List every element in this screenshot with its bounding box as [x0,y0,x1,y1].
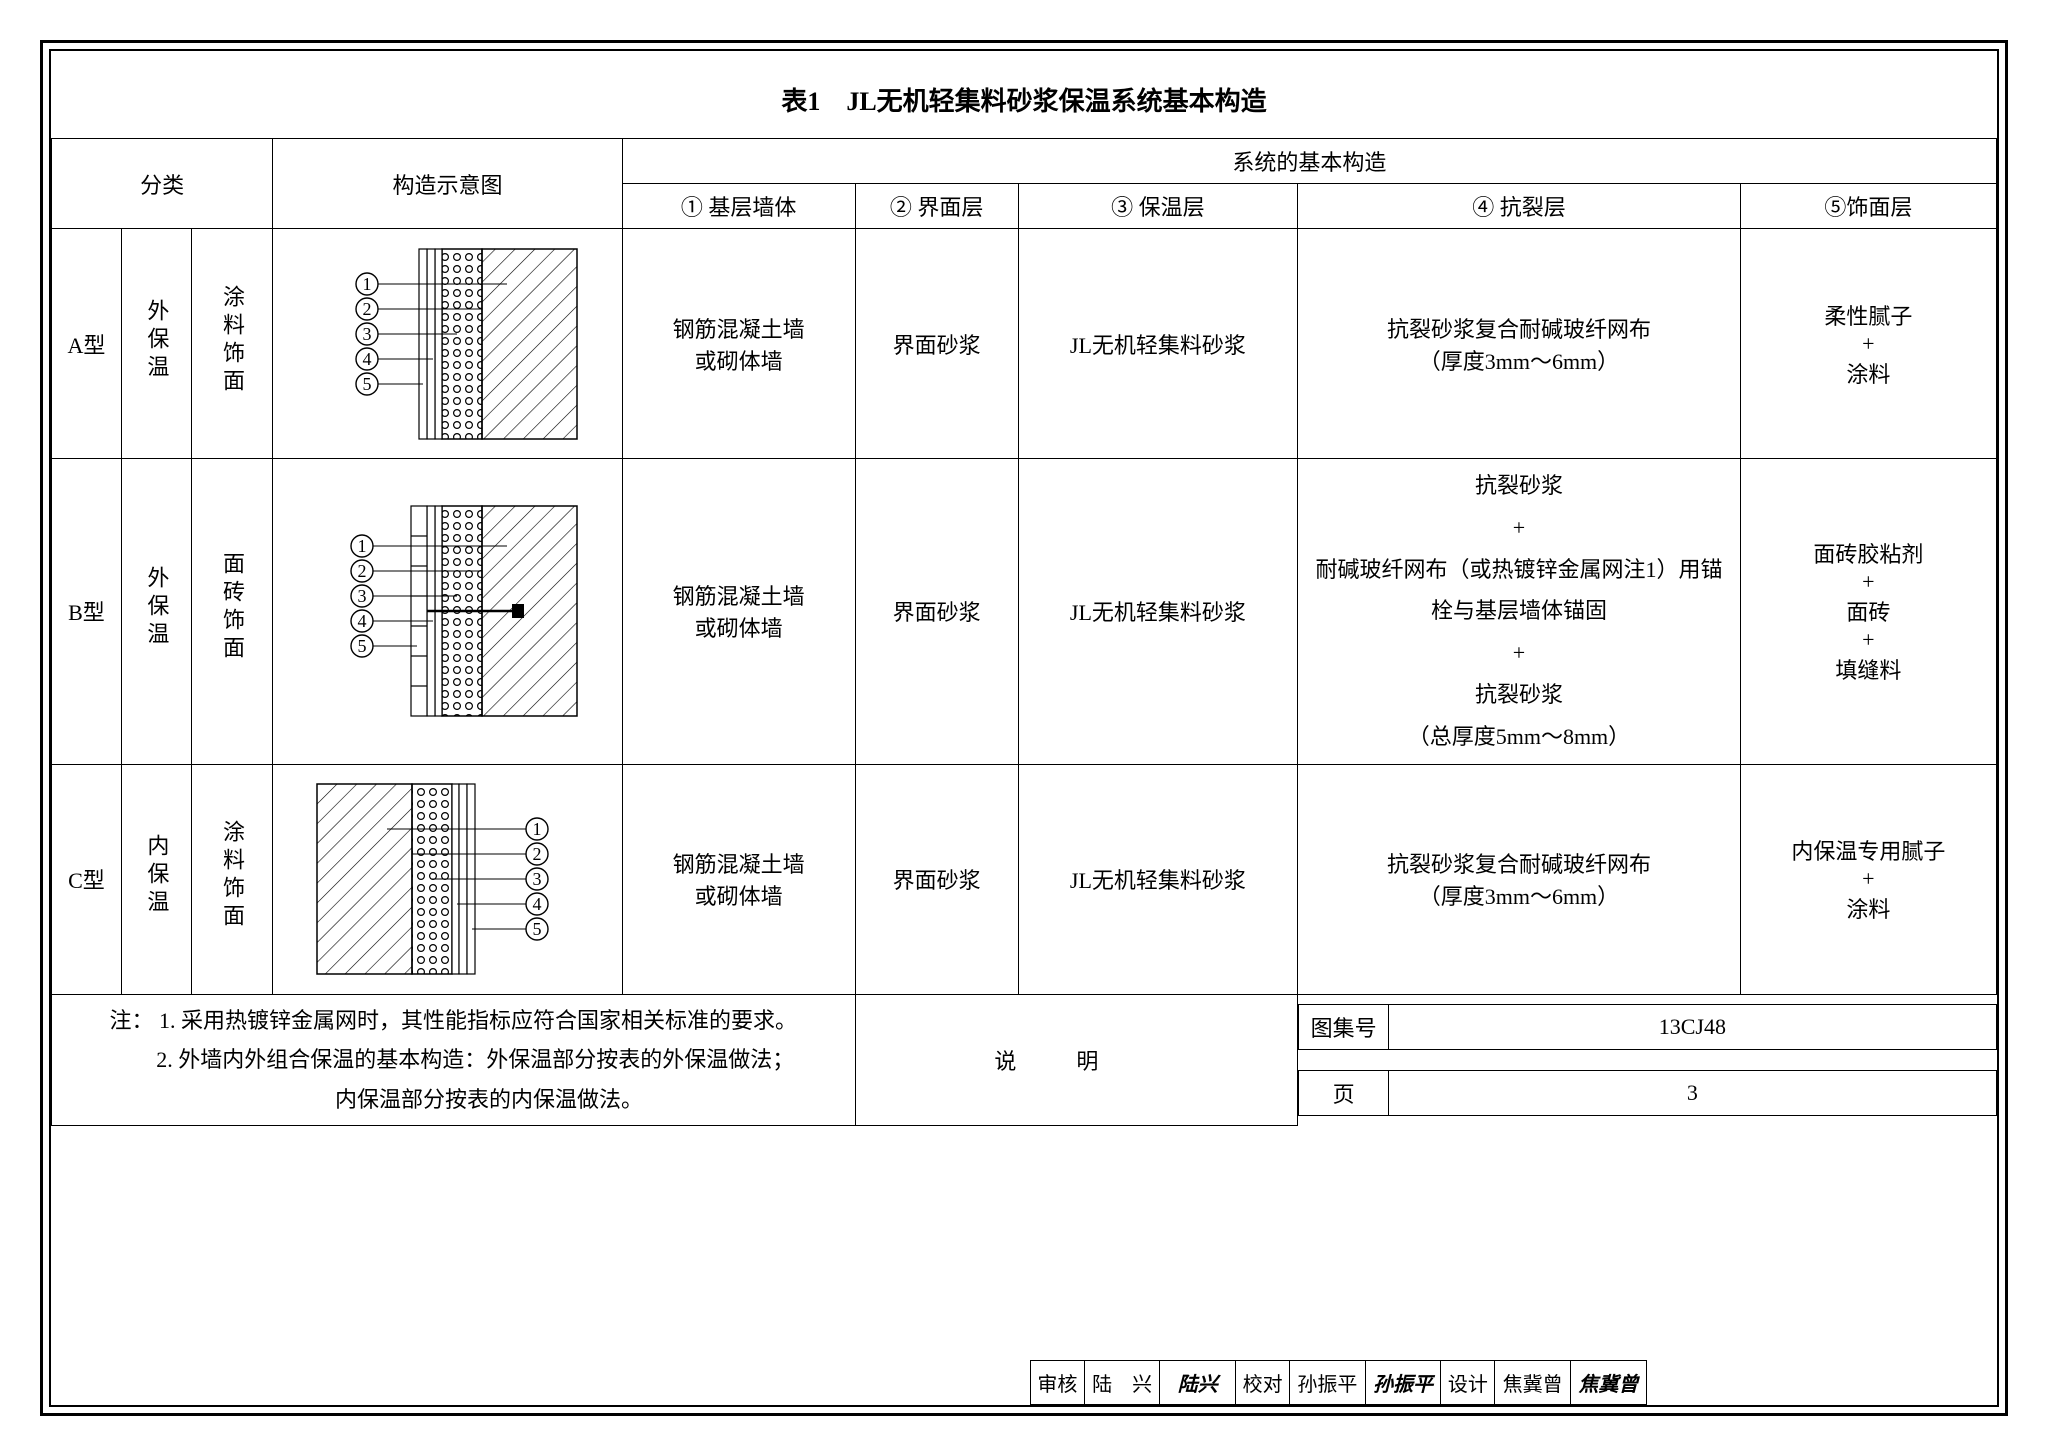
svg-text:2: 2 [363,299,372,319]
sheji-sig: 焦冀曾 [1571,1361,1647,1405]
row-type: C型 [52,764,122,994]
note-3: 内保温部分按表的内保温做法。 [308,1087,644,1112]
cell-c4: 抗裂砂浆复合耐碱玻纤网布（厚度3mm～6mm） [1298,229,1741,459]
table-row: B型 外保温 面砖饰面 1 2 3 4 5 [52,459,1997,765]
cell-c2: 界面砂浆 [855,764,1018,994]
note-2: 2. 外墙内外组合保温的基本构造：外保温部分按表的外保温做法； [156,1047,794,1072]
h-c4: ④ 抗裂层 [1298,184,1741,229]
cell-c3: JL无机轻集料砂浆 [1018,459,1298,765]
shenhe-sig: 陆兴 [1160,1361,1236,1405]
header-row-1: 分类 构造示意图 系统的基本构造 [52,139,1997,184]
row-pos: 外保温 [121,459,191,765]
row-pos: 外保温 [121,229,191,459]
diagram-b: 1 2 3 4 5 [273,459,622,765]
shuoming: 说明 [855,994,1298,1126]
svg-text:1: 1 [533,819,542,839]
cell-c5: 内保温专用腻子+涂料 [1740,764,1996,994]
diagram-c: 1 2 3 4 5 [273,764,622,994]
cell-c1: 钢筋混凝土墙或砌体墙 [622,229,855,459]
table-title: 表1 JL无机轻集料砂浆保温系统基本构造 [51,51,1997,138]
h-c2: ② 界面层 [855,184,1018,229]
svg-text:3: 3 [358,586,367,606]
title-block2: 页 3 [1298,1070,1996,1116]
table-row: A型 外保温 涂料饰面 1 2 3 [52,229,1997,459]
tuji-label: 图集号 [1299,1005,1389,1050]
footer-row: 注： 1. 采用热镀锌金属网时，其性能指标应符合国家相关标准的要求。 2. 外墙… [52,994,1997,1060]
jiaodui-sig: 孙振平 [1365,1361,1441,1405]
note-1: 1. 采用热镀锌金属网时，其性能指标应符合国家相关标准的要求。 [159,1008,797,1033]
cell-c5: 柔性腻子+涂料 [1740,229,1996,459]
inner-frame: 表1 JL无机轻集料砂浆保温系统基本构造 分类 构造示意图 系统的基本构造 ① … [49,49,1999,1407]
page-frame: 表1 JL无机轻集料砂浆保温系统基本构造 分类 构造示意图 系统的基本构造 ① … [40,40,2008,1416]
row-finish: 面砖饰面 [191,459,273,765]
cell-c2: 界面砂浆 [855,229,1018,459]
ye-val: 3 [1389,1071,1996,1116]
svg-text:2: 2 [358,561,367,581]
main-table: 分类 构造示意图 系统的基本构造 ① 基层墙体 ② 界面层 ③ 保温层 ④ 抗裂… [51,138,1997,1126]
shenhe-name: 陆 兴 [1084,1361,1160,1405]
cell-c2: 界面砂浆 [855,459,1018,765]
signature-strip: 审核 陆 兴 陆兴 校对 孙振平 孙振平 设计 焦冀曾 焦冀曾 [1030,1360,1647,1405]
h-diagram: 构造示意图 [273,139,622,229]
svg-text:2: 2 [533,844,542,864]
svg-text:4: 4 [363,349,372,369]
svg-text:5: 5 [358,636,367,656]
row-pos: 内保温 [121,764,191,994]
cell-c4: 抗裂砂浆复合耐碱玻纤网布（厚度3mm～6mm） [1298,764,1741,994]
svg-text:5: 5 [363,374,372,394]
svg-text:1: 1 [363,274,372,294]
svg-text:4: 4 [358,611,367,631]
row-finish: 涂料饰面 [191,764,273,994]
cell-c3: JL无机轻集料砂浆 [1018,764,1298,994]
notes-cell: 注： 1. 采用热镀锌金属网时，其性能指标应符合国家相关标准的要求。 2. 外墙… [52,994,856,1126]
diagram-a: 1 2 3 4 5 [273,229,622,459]
sheji-label: 设计 [1441,1361,1495,1405]
cell-c1: 钢筋混凝土墙或砌体墙 [622,459,855,765]
row-finish: 涂料饰面 [191,229,273,459]
svg-text:4: 4 [533,894,542,914]
h-c3: ③ 保温层 [1018,184,1298,229]
h-c5: ⑤饰面层 [1740,184,1996,229]
cell-c1: 钢筋混凝土墙或砌体墙 [622,764,855,994]
jiaodui-label: 校对 [1236,1361,1290,1405]
title-block: 图集号 13CJ48 [1298,1004,1996,1050]
cell-c5: 面砖胶粘剂+面砖+填缝料 [1740,459,1996,765]
cell-c3: JL无机轻集料砂浆 [1018,229,1298,459]
svg-text:5: 5 [533,919,542,939]
h-category: 分类 [52,139,273,229]
cell-c4: 抗裂砂浆+耐碱玻纤网布（或热镀锌金属网注1）用锚栓与基层墙体锚固+抗裂砂浆（总厚… [1298,459,1741,765]
sheji-name: 焦冀曾 [1495,1361,1571,1405]
ye-label: 页 [1299,1071,1389,1116]
svg-text:1: 1 [358,536,367,556]
h-system: 系统的基本构造 [622,139,1996,184]
shenhe-label: 审核 [1030,1361,1084,1405]
row-type: A型 [52,229,122,459]
jiaodui-name: 孙振平 [1290,1361,1366,1405]
row-type: B型 [52,459,122,765]
tuji-val: 13CJ48 [1389,1005,1996,1050]
svg-text:3: 3 [533,869,542,889]
notes-prefix: 注： [110,1008,154,1033]
table-row: C型 内保温 涂料饰面 1 2 3 4 5 钢筋混凝土墙或砌体墙 界面砂浆 JL… [52,764,1997,994]
svg-text:3: 3 [363,324,372,344]
h-c1: ① 基层墙体 [622,184,855,229]
